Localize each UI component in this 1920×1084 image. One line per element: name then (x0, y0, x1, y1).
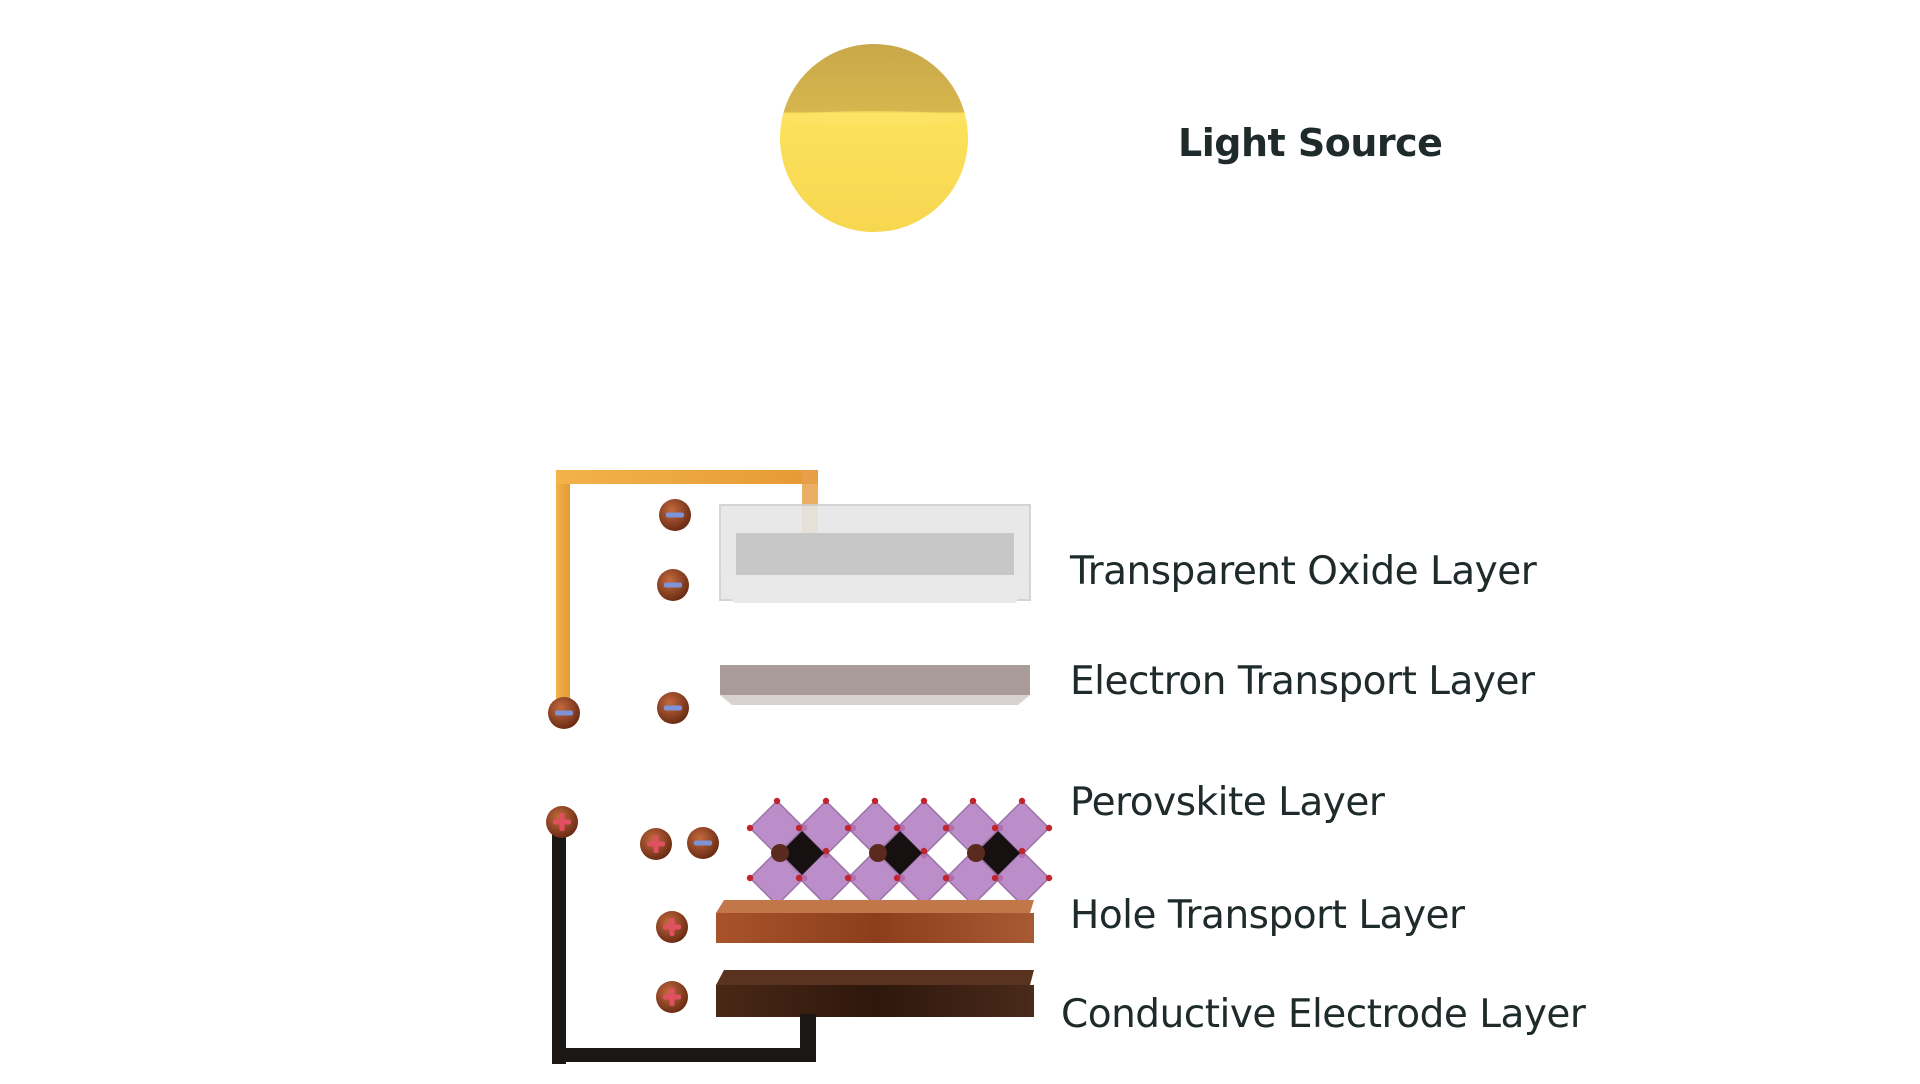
lattice-atom (1018, 847, 1026, 855)
cation-site (976, 831, 1020, 875)
lattice-atom (991, 874, 999, 882)
label-transparent-oxide-layer: Transparent Oxide Layer (1070, 549, 1537, 594)
label-hole-transport-layer: Hole Transport Layer (1070, 893, 1465, 938)
light-source-sphere (780, 44, 968, 232)
lattice-atom (1045, 874, 1053, 882)
transparent-oxide-layer (719, 504, 1031, 603)
lattice-atom (942, 874, 950, 882)
label-electron-transport-layer: Electron Transport Layer (1070, 659, 1535, 704)
lattice-atom (795, 874, 803, 882)
electron-transport-layer (720, 665, 1030, 705)
label-conductive-electrode-layer: Conductive Electrode Layer (1061, 992, 1586, 1037)
electron-charge (657, 692, 689, 724)
label-perovskite-layer: Perovskite Layer (1070, 780, 1385, 825)
electron-charge (657, 569, 689, 601)
lattice-atom (1045, 824, 1053, 832)
lattice-atom (942, 824, 950, 832)
lattice-atom (844, 824, 852, 832)
lattice-atom (746, 874, 754, 882)
lattice-atom (969, 797, 977, 805)
cation-site (878, 831, 922, 875)
hole-charge (656, 981, 688, 1013)
electron-charge (687, 827, 719, 859)
hole-charge (640, 828, 672, 860)
lattice-atom (746, 824, 754, 832)
perovskite-layer (746, 797, 1053, 909)
cation-site (780, 831, 824, 875)
charge-carriers (546, 499, 719, 1013)
conductive-electrode-layer (716, 970, 1034, 1017)
lattice-atom (871, 797, 879, 805)
lattice-atom (920, 847, 928, 855)
lattice-atom (920, 797, 928, 805)
lattice-atom (844, 874, 852, 882)
lattice-atom (991, 824, 999, 832)
cation-atom (771, 844, 789, 862)
lattice-atom (1018, 797, 1026, 805)
cation-atom (869, 844, 887, 862)
hole-charge (656, 911, 688, 943)
label-light-source: Light Source (1178, 121, 1443, 165)
lattice-atom (822, 797, 830, 805)
electron-charge (659, 499, 691, 531)
lattice-atom (773, 797, 781, 805)
lattice-atom (795, 824, 803, 832)
bottom-wire (552, 822, 816, 1064)
cation-atom (967, 844, 985, 862)
lattice-atom (893, 874, 901, 882)
lattice-atom (822, 847, 830, 855)
electron-charge (548, 697, 580, 729)
hole-charge (546, 806, 578, 838)
hole-transport-layer (716, 900, 1034, 943)
lattice-atom (893, 824, 901, 832)
